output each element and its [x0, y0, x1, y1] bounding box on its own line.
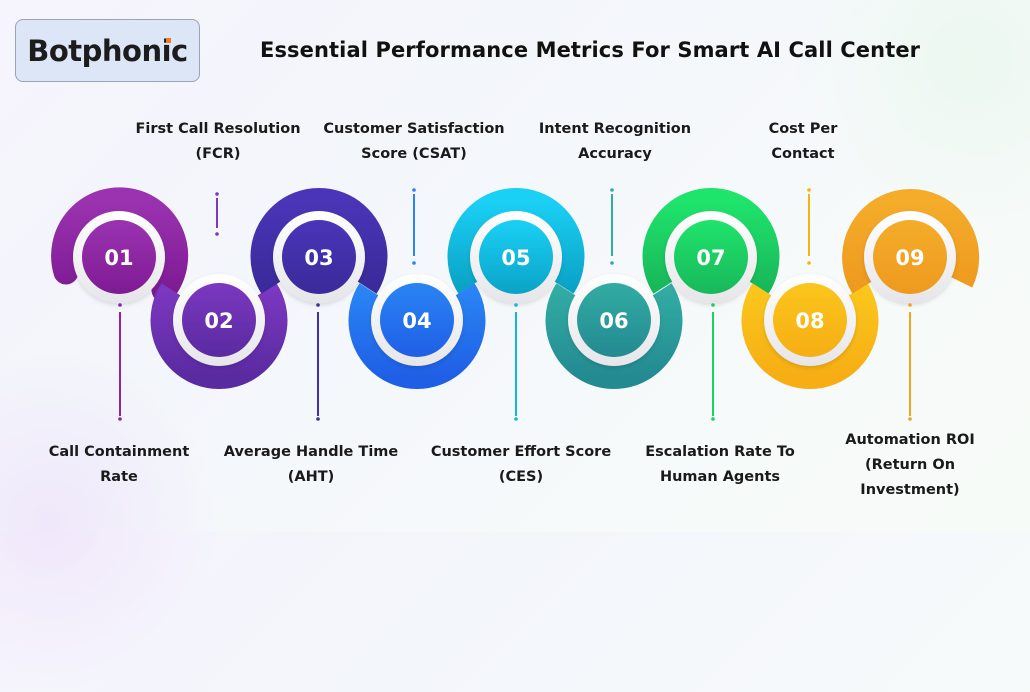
node-09: 09	[864, 211, 956, 303]
connector-09	[908, 303, 912, 421]
band-07	[642, 188, 780, 294]
node-06: 06	[568, 274, 660, 366]
metric-label-02: First Call Resolution (FCR)	[135, 121, 301, 162]
node-02: 02	[173, 274, 265, 366]
brand-logo-text: Botphonic	[27, 33, 188, 68]
connector-02	[215, 192, 219, 236]
node-05: 05	[470, 211, 562, 303]
connector-05	[514, 303, 518, 421]
logo-accent-dot	[165, 37, 171, 43]
metric-label-08: Cost Per Contact	[768, 121, 838, 162]
brand-logo: Botphonic	[15, 19, 200, 82]
band-05	[447, 188, 585, 294]
node-number: 04	[402, 309, 431, 333]
node-01: 01	[73, 211, 165, 303]
page-title: Essential Performance Metrics For Smart …	[260, 38, 921, 62]
connector-01	[118, 303, 122, 421]
metric-label-04: Customer Satisfaction Score (CSAT)	[323, 121, 505, 162]
connector-03	[316, 303, 320, 421]
band-09	[842, 189, 980, 294]
band-03	[250, 188, 388, 294]
node-number: 09	[895, 246, 924, 270]
node-04: 04	[371, 274, 463, 366]
band-02	[150, 283, 288, 389]
node-number: 06	[599, 309, 628, 333]
node-08: 08	[764, 274, 856, 366]
node-number: 08	[795, 309, 824, 333]
band-04	[348, 283, 486, 389]
node-number: 01	[104, 246, 133, 270]
connector-06	[610, 188, 614, 265]
metrics-wave-diagram: 01 02 03 04 05 06 07 08 09	[51, 187, 980, 421]
metric-label-07: Escalation Rate To Human Agents	[645, 444, 795, 485]
connector-04	[412, 188, 416, 265]
metric-label-03: Average Handle Time (AHT)	[223, 444, 399, 485]
band-01	[51, 187, 189, 303]
node-number: 05	[501, 246, 530, 270]
metric-label-09: Automation ROI (Return On Investment)	[845, 432, 975, 498]
metric-label-05: Customer Effort Score (CES)	[430, 444, 612, 485]
node-number: 07	[696, 246, 725, 270]
node-number: 02	[204, 309, 233, 333]
connector-07	[711, 303, 715, 421]
node-07: 07	[665, 211, 757, 303]
metric-label-01: Call Containment Rate	[48, 444, 190, 485]
band-08	[741, 283, 879, 389]
node-03: 03	[273, 211, 365, 303]
connector-08	[807, 188, 811, 265]
band-06	[545, 283, 683, 389]
metric-label-06: Intent Recognition Accuracy	[538, 121, 692, 162]
node-number: 03	[304, 246, 333, 270]
